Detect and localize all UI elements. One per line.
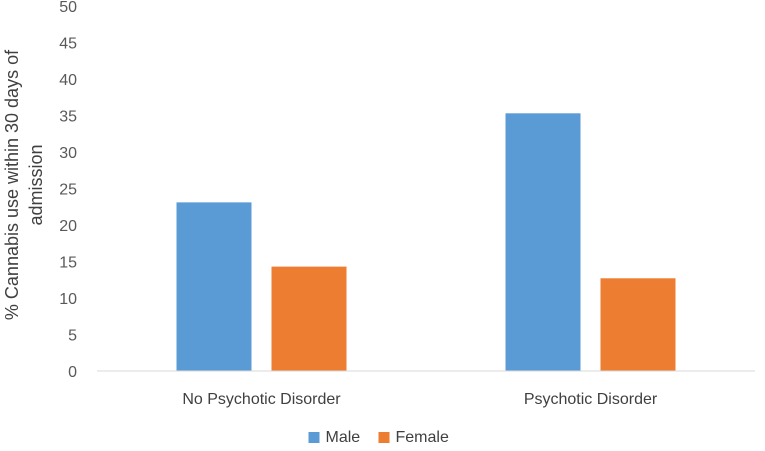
y-axis-title-line-2: admission	[26, 144, 46, 225]
legend-swatch-female	[378, 432, 390, 443]
y-axis-tick-labels: 0 5 10 15 20 25 30 35 40 45 50	[59, 0, 77, 381]
y-tick-label: 20	[59, 218, 77, 235]
y-axis-title: % Cannabis use within 30 days of admissi…	[2, 49, 46, 320]
legend-swatch-male	[308, 432, 320, 443]
x-category-label: No Psychotic Disorder	[182, 391, 341, 408]
y-tick-label: 25	[59, 182, 77, 199]
bar-series-group	[176, 113, 676, 371]
y-axis-title-line-1: % Cannabis use within 30 days of	[2, 49, 22, 320]
y-tick-label: 10	[59, 291, 77, 308]
bar-female-1	[271, 266, 347, 371]
y-tick-label: 5	[68, 328, 77, 345]
y-tick-label: 30	[59, 145, 77, 162]
bar-male-2	[505, 113, 581, 371]
y-tick-label: 15	[59, 255, 77, 272]
x-category-label: Psychotic Disorder	[524, 391, 658, 408]
y-tick-label: 40	[59, 72, 77, 89]
legend-label-male: Male	[326, 429, 361, 446]
legend-label-female: Female	[396, 429, 449, 446]
y-tick-label: 35	[59, 109, 77, 126]
x-axis-category-labels: No Psychotic Disorder Psychotic Disorder	[182, 391, 658, 408]
y-tick-label: 45	[59, 36, 77, 53]
y-tick-label: 50	[59, 0, 77, 16]
legend: Male Female	[308, 429, 449, 446]
bar-male-1	[176, 202, 252, 371]
y-tick-label: 0	[68, 364, 77, 381]
bar-female-2	[600, 278, 676, 371]
